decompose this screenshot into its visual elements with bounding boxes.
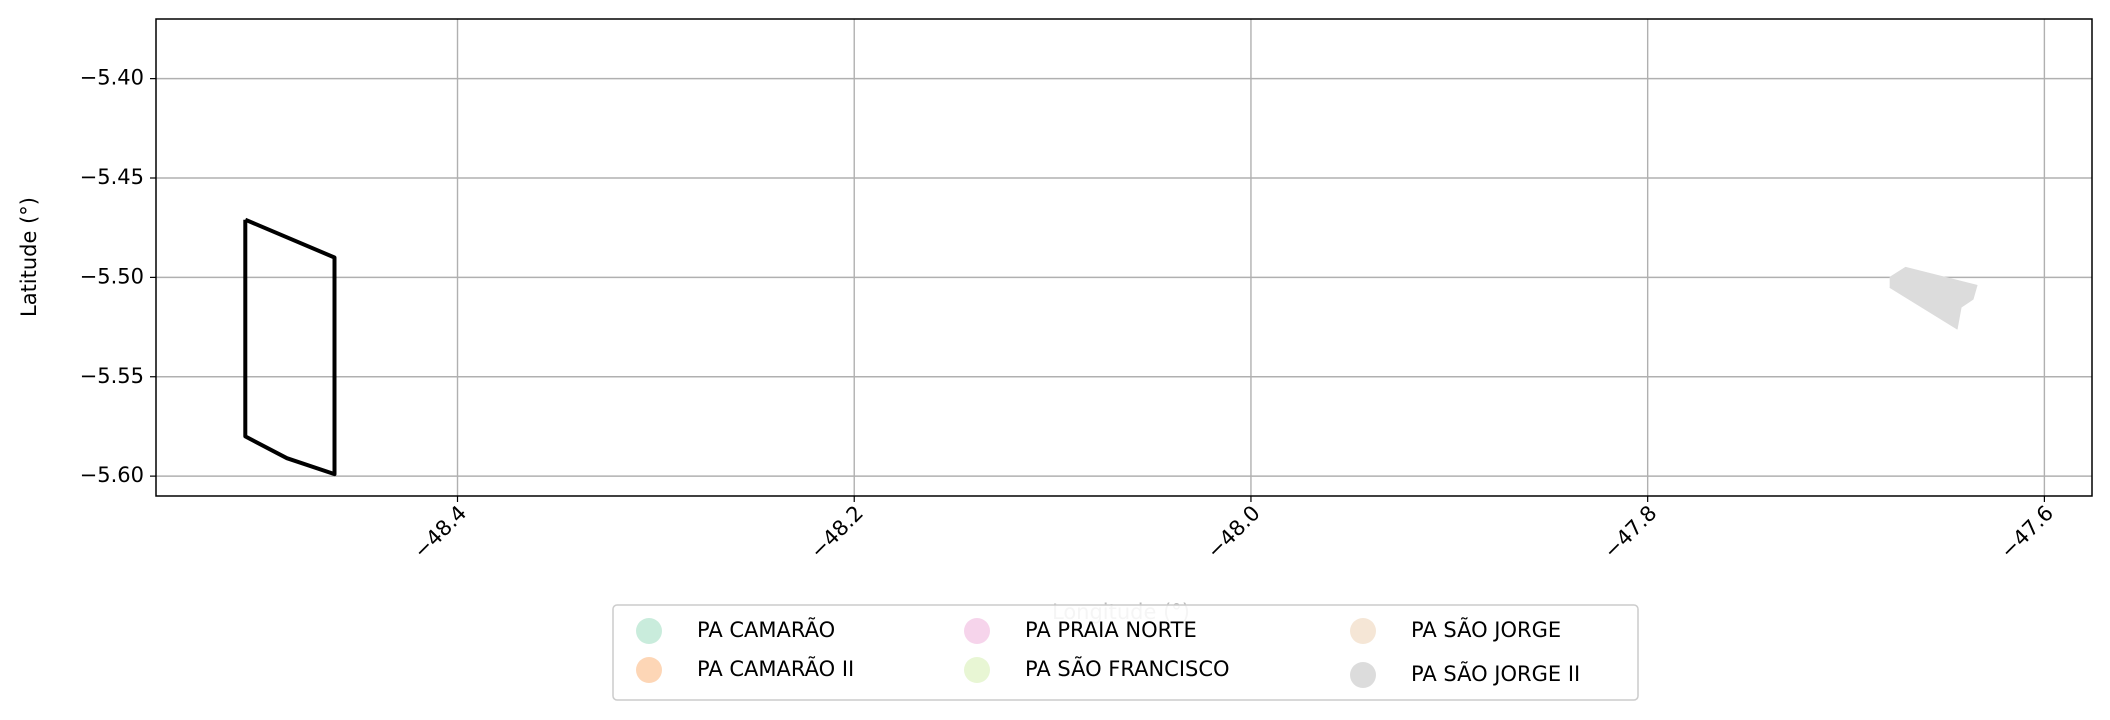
legend-label: PA SÃO JORGE	[1411, 616, 1561, 642]
legend-marker	[1350, 618, 1376, 644]
legend-label: PA PRAIA NORTE	[1025, 618, 1197, 642]
axes-frame	[155, 18, 2093, 497]
x-tick-label: −47.8	[1599, 501, 1661, 563]
legend-label: PA SÃO JORGE II	[1411, 660, 1580, 686]
y-tick-label: −5.55	[80, 364, 144, 388]
x-tick-label: −48.0	[1202, 501, 1264, 563]
legend-marker	[636, 618, 662, 644]
region-shape	[243, 217, 337, 477]
y-tick-label: −5.50	[80, 264, 144, 288]
legend-marker	[964, 657, 990, 683]
y-tick-label: −5.45	[80, 165, 144, 189]
legend-box	[612, 604, 1639, 701]
legend-marker	[1350, 662, 1376, 688]
legend-label: PA CAMARÃO II	[697, 655, 854, 681]
y-tick-label: −5.40	[80, 66, 144, 90]
y-tick-label: −5.60	[80, 463, 144, 487]
legend-label: PA SÃO FRANCISCO	[1025, 655, 1230, 681]
x-tick-label: −48.4	[409, 501, 471, 563]
x-tick-label: −48.2	[806, 501, 868, 563]
y-axis-label: Latitude (°)	[17, 197, 41, 317]
legend-marker	[964, 618, 990, 644]
region-shape	[1889, 266, 1978, 330]
legend-label: PA CAMARÃO	[697, 616, 835, 642]
legend-marker	[636, 657, 662, 683]
x-tick-label: −47.6	[1996, 501, 2058, 563]
